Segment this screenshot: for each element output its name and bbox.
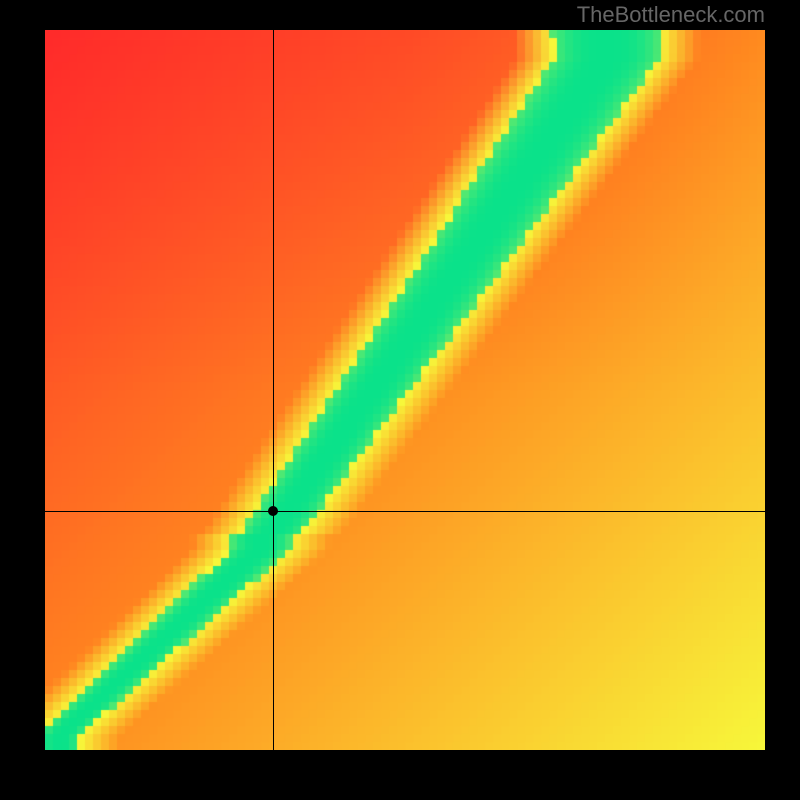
crosshair-horizontal — [45, 511, 765, 512]
watermark-text: TheBottleneck.com — [577, 2, 765, 28]
heatmap-canvas — [45, 30, 765, 750]
plot-area — [45, 30, 765, 750]
marker-dot — [268, 506, 278, 516]
crosshair-vertical — [273, 30, 274, 750]
